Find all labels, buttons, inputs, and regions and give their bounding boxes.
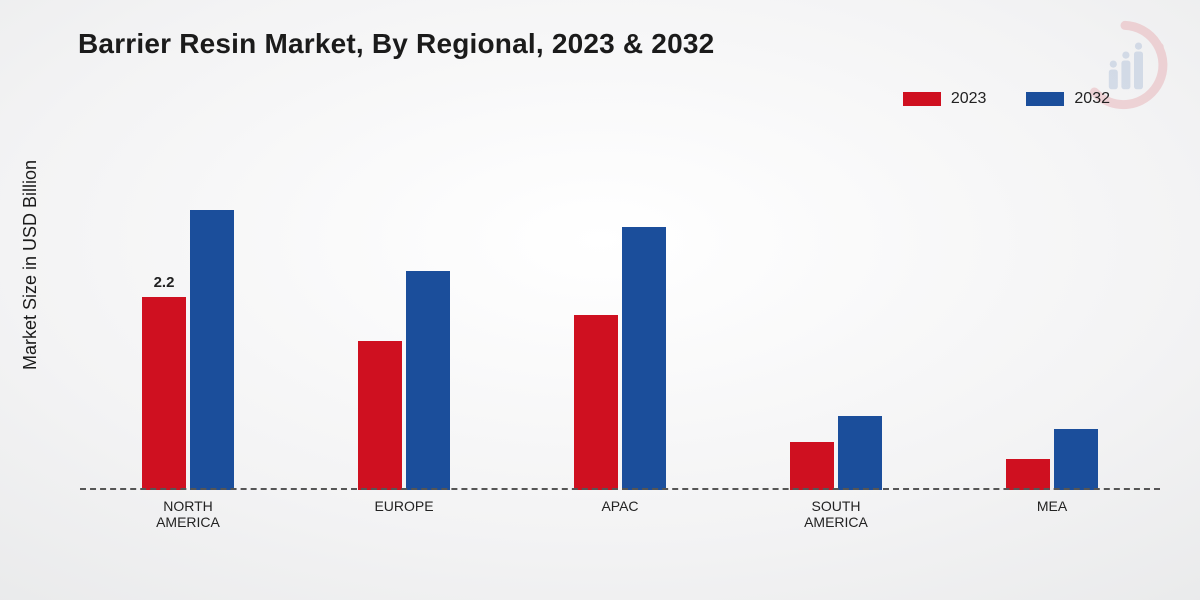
legend-label-2032: 2032 [1074,90,1110,108]
bar-group [728,140,944,490]
bar-groups: 2.2 [80,140,1160,490]
x-axis-category-label: MEA [944,498,1160,530]
x-axis-category-label: NORTH AMERICA [80,498,296,530]
bar-group: 2.2 [80,140,296,490]
x-axis-category-label: SOUTH AMERICA [728,498,944,530]
bar-y2032 [190,210,234,490]
plot-area: 2.2 [80,140,1160,490]
bar-group [296,140,512,490]
x-axis-labels: NORTH AMERICAEUROPEAPACSOUTH AMERICAMEA [80,498,1160,530]
x-axis-category-label: EUROPE [296,498,512,530]
x-axis-baseline [80,488,1160,490]
bar-value-label: 2.2 [154,274,175,291]
bar-y2023: 2.2 [142,297,186,490]
chart-title: Barrier Resin Market, By Regional, 2023 … [78,28,714,60]
legend: 2023 2032 [903,90,1110,108]
bar-y2032 [838,416,882,490]
bar-group [944,140,1160,490]
bar-y2023 [1006,459,1050,490]
y-axis-label: Market Size in USD Billion [20,160,41,370]
legend-item-2023: 2023 [903,90,987,108]
legend-label-2023: 2023 [951,90,987,108]
x-axis-category-label: APAC [512,498,728,530]
bar-y2032 [622,227,666,490]
bar-y2023 [790,442,834,490]
bar-group [512,140,728,490]
legend-item-2032: 2032 [1026,90,1110,108]
bar-y2023 [574,315,618,490]
bar-y2032 [406,271,450,490]
chart-canvas: Barrier Resin Market, By Regional, 2023 … [0,0,1200,600]
legend-swatch-2032 [1026,92,1064,106]
bar-y2023 [358,341,402,490]
legend-swatch-2023 [903,92,941,106]
bar-y2032 [1054,429,1098,490]
